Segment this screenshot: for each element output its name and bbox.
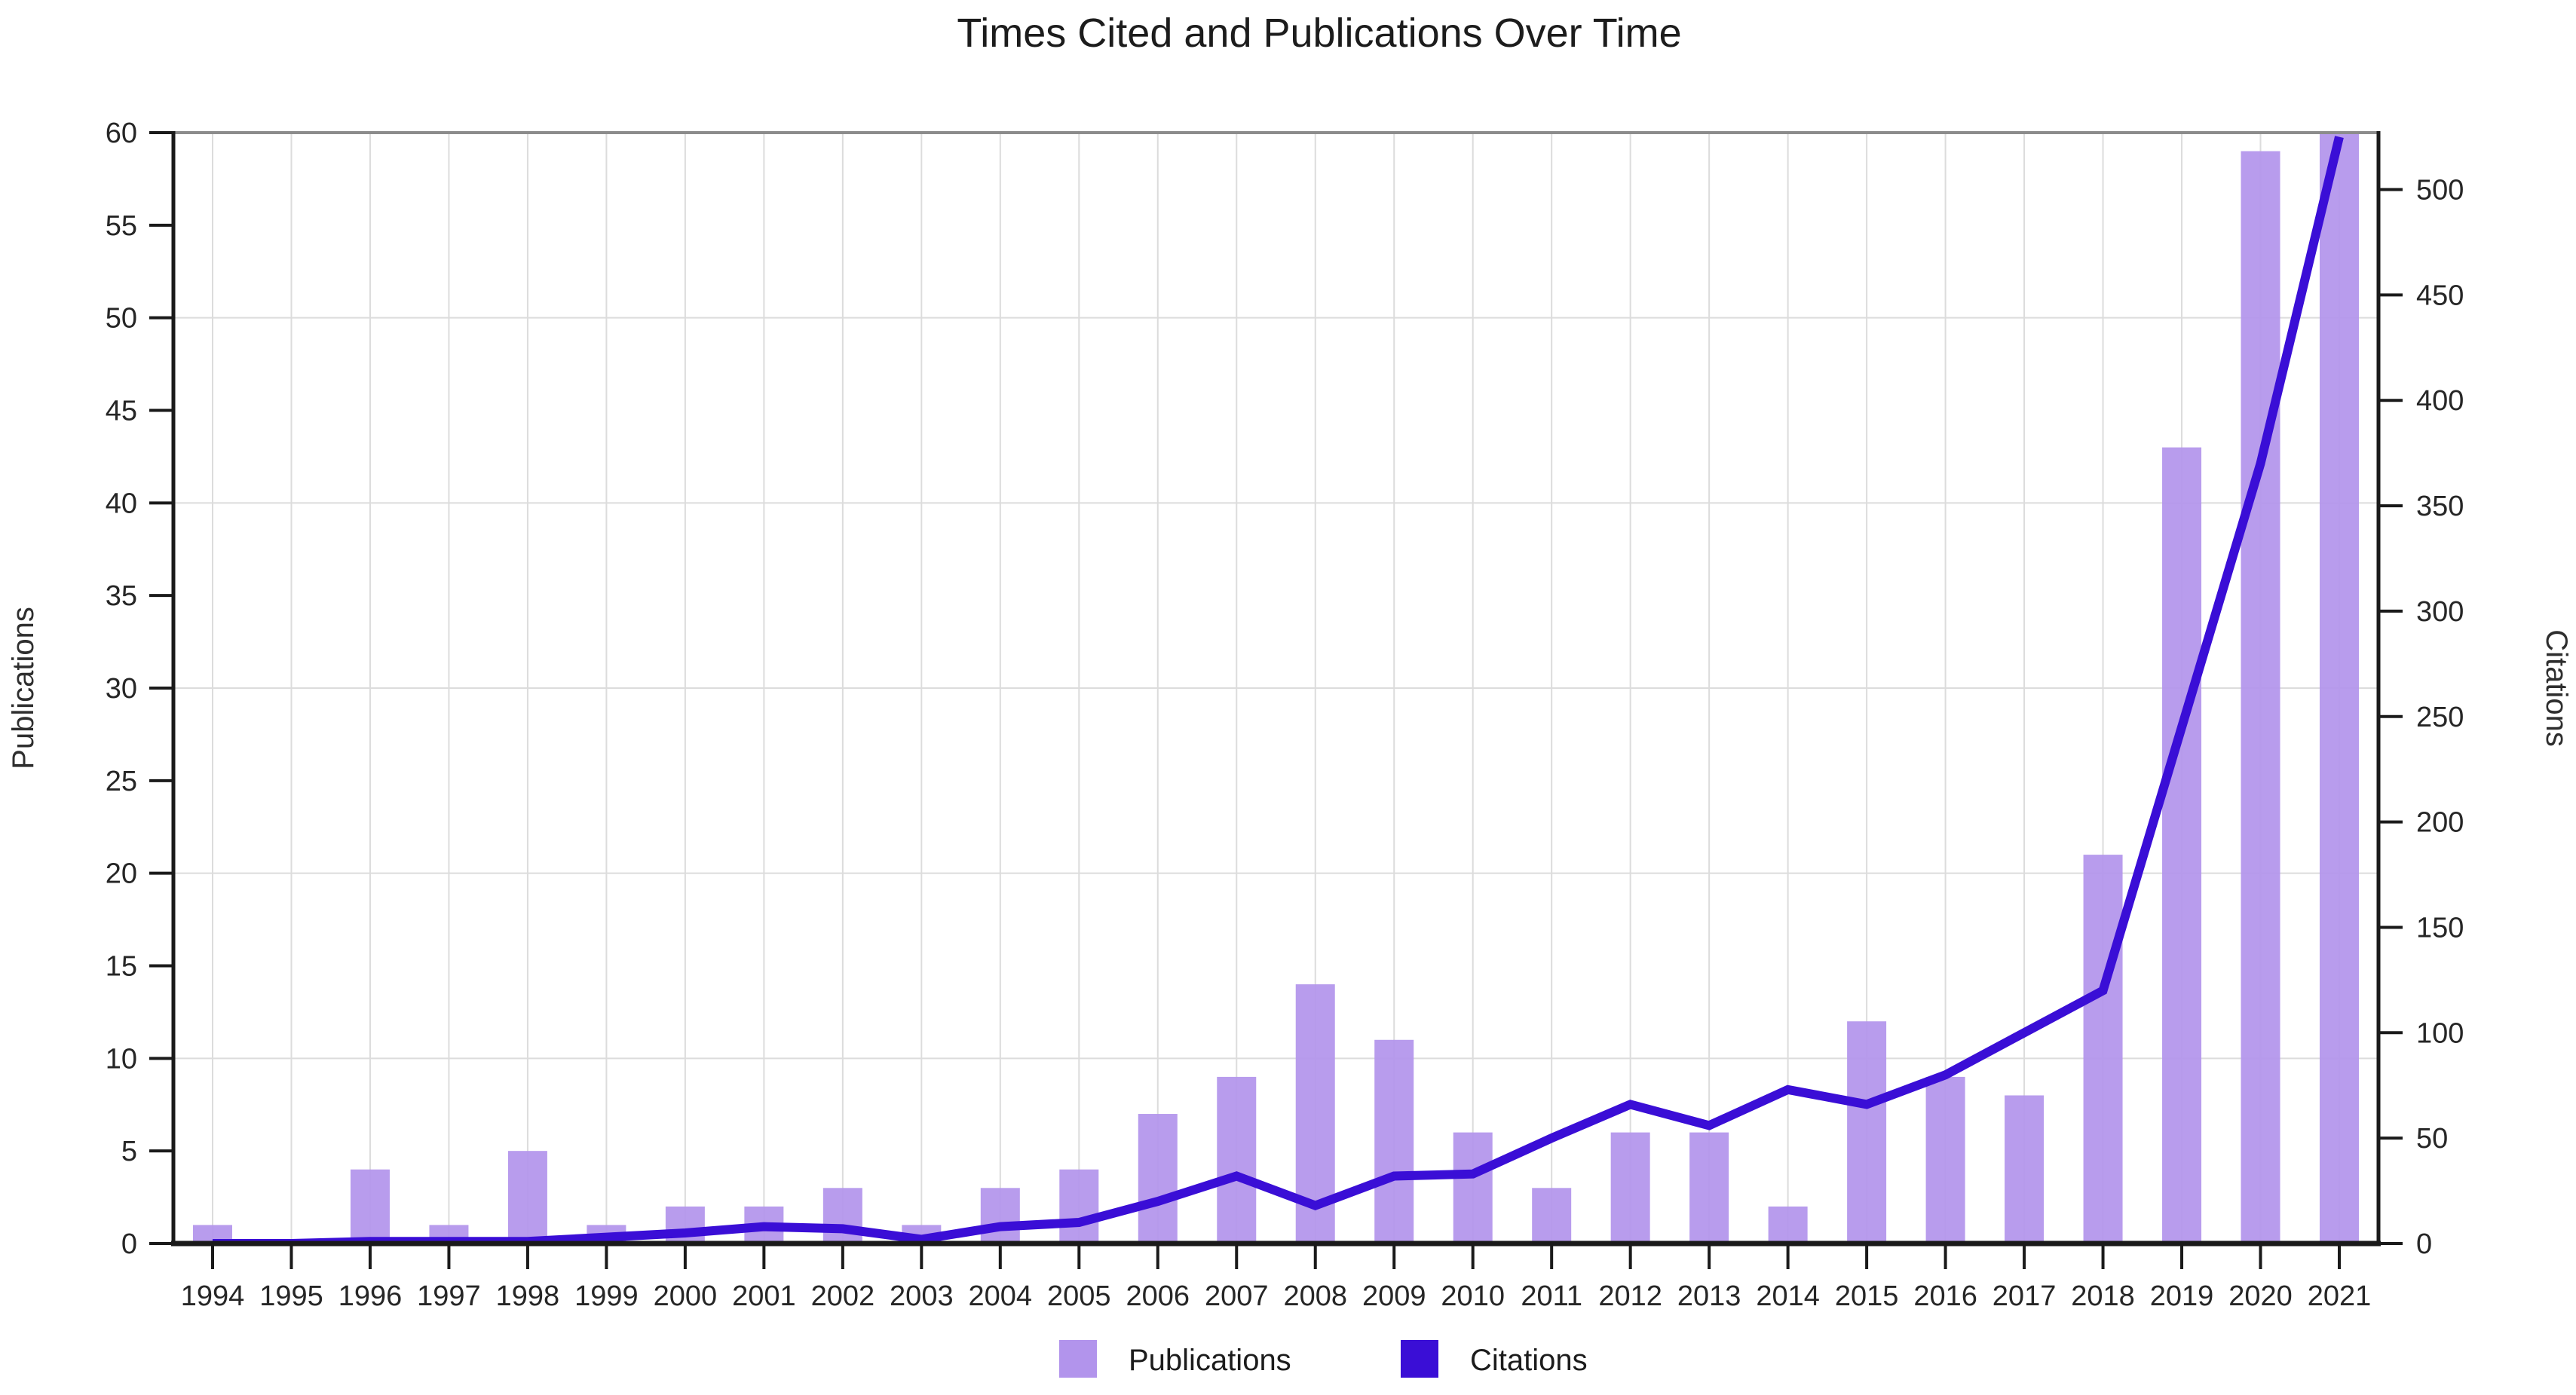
right-tick-label-0: 0	[2416, 1228, 2432, 1260]
legend-label-citations: Citations	[1470, 1344, 1588, 1377]
right-tick-label-300: 300	[2416, 596, 2464, 628]
bar-1998	[507, 1151, 547, 1244]
left-tick-label-40: 40	[106, 488, 137, 519]
left-tick-label-60: 60	[106, 118, 137, 149]
right-tick-label-200: 200	[2416, 807, 2464, 839]
chart-title: Times Cited and Publications Over Time	[957, 11, 1681, 56]
right-tick-label-450: 450	[2416, 280, 2464, 311]
publications-swatch-icon	[1059, 1340, 1097, 1378]
x-tick-label-1997: 1997	[417, 1280, 481, 1312]
tick-labels: 0 5 10 15 20 25 30 35 40 45 50 55 60 0 50 100 150 200 250 3…	[106, 118, 2464, 1312]
x-tick-label-2000: 2000	[654, 1280, 718, 1312]
bar-2013	[1689, 1132, 1729, 1244]
x-tick-label-2009: 2009	[1362, 1280, 1426, 1312]
left-tick-label-45: 45	[106, 396, 137, 427]
x-tick-label-2010: 2010	[1441, 1280, 1505, 1312]
x-tick-label-2012: 2012	[1598, 1280, 1662, 1312]
right-tick-label-500: 500	[2416, 175, 2464, 206]
legend-label-publications: Publications	[1129, 1344, 1291, 1377]
x-tick-label-2011: 2011	[1521, 1280, 1582, 1312]
bar-2016	[1925, 1076, 1965, 1244]
bar-2018	[2083, 855, 2123, 1244]
bar-2010	[1453, 1132, 1493, 1244]
right-tick-label-350: 350	[2416, 491, 2464, 522]
x-tick-label-2002: 2002	[811, 1280, 875, 1312]
citations-line-path	[213, 136, 2344, 1244]
left-tick-label-35: 35	[106, 580, 137, 612]
left-tick-label-30: 30	[106, 673, 137, 705]
left-tick-label-15: 15	[106, 951, 137, 983]
publications-bars	[193, 133, 2359, 1244]
x-tick-label-2015: 2015	[1835, 1280, 1899, 1312]
bar-2015	[1847, 1021, 1887, 1244]
bar-2011	[1532, 1188, 1572, 1244]
x-tick-label-2018: 2018	[2071, 1280, 2135, 1312]
x-tick-label-2004: 2004	[969, 1280, 1033, 1312]
bar-2006	[1138, 1114, 1178, 1244]
x-tick-label-2016: 2016	[1913, 1280, 1977, 1312]
x-tick-label-1994: 1994	[181, 1280, 245, 1312]
right-tick-label-400: 400	[2416, 385, 2464, 417]
x-tick-label-2006: 2006	[1126, 1280, 1190, 1312]
right-tick-label-250: 250	[2416, 702, 2464, 733]
bar-2005	[1059, 1169, 1099, 1244]
right-axis-title: Citations	[2540, 629, 2573, 747]
bar-2009	[1374, 1039, 1414, 1244]
x-tick-label-1996: 1996	[338, 1280, 403, 1312]
bar-2014	[1768, 1206, 1808, 1244]
x-tick-label-1999: 1999	[574, 1280, 639, 1312]
right-tick-label-150: 150	[2416, 912, 2464, 944]
left-tick-label-50: 50	[106, 303, 137, 335]
bar-2020	[2241, 151, 2280, 1244]
bar-2007	[1217, 1076, 1257, 1244]
x-tick-label-1995: 1995	[259, 1280, 323, 1312]
left-tick-label-25: 25	[106, 766, 137, 797]
right-tick-label-50: 50	[2416, 1123, 2448, 1155]
x-tick-label-2013: 2013	[1677, 1280, 1741, 1312]
bar-2004	[980, 1188, 1020, 1244]
bar-1996	[350, 1169, 390, 1244]
citations-swatch-icon	[1401, 1340, 1438, 1378]
x-tick-label-1998: 1998	[496, 1280, 560, 1312]
right-tick-label-100: 100	[2416, 1017, 2464, 1049]
left-tick-label-0: 0	[121, 1228, 137, 1260]
left-tick-label-10: 10	[106, 1043, 137, 1075]
x-tick-label-2008: 2008	[1283, 1280, 1347, 1312]
x-tick-label-2020: 2020	[2228, 1280, 2293, 1312]
bar-2002	[822, 1188, 862, 1244]
left-tick-label-5: 5	[121, 1136, 137, 1167]
x-tick-label-2001: 2001	[732, 1280, 796, 1312]
x-tick-label-2007: 2007	[1205, 1280, 1269, 1312]
x-tick-label-2019: 2019	[2150, 1280, 2214, 1312]
bar-2012	[1610, 1132, 1650, 1244]
left-tick-label-20: 20	[106, 858, 137, 890]
gridlines	[173, 133, 2378, 1244]
x-tick-label-2017: 2017	[1992, 1280, 2057, 1312]
left-axis-title: Publications	[7, 607, 40, 769]
left-tick-label-55: 55	[106, 210, 137, 242]
axes	[149, 131, 2403, 1269]
x-tick-label-2003: 2003	[890, 1280, 954, 1312]
bar-2017	[2005, 1095, 2045, 1244]
legend: Publications Citations	[1059, 1340, 1588, 1378]
citations-line	[213, 136, 2344, 1244]
x-tick-label-2005: 2005	[1047, 1280, 1111, 1312]
bar-2019	[2162, 447, 2202, 1244]
x-tick-label-2021: 2021	[2308, 1280, 2372, 1312]
x-tick-label-2014: 2014	[1756, 1280, 1820, 1312]
bar-2021	[2320, 133, 2359, 1244]
